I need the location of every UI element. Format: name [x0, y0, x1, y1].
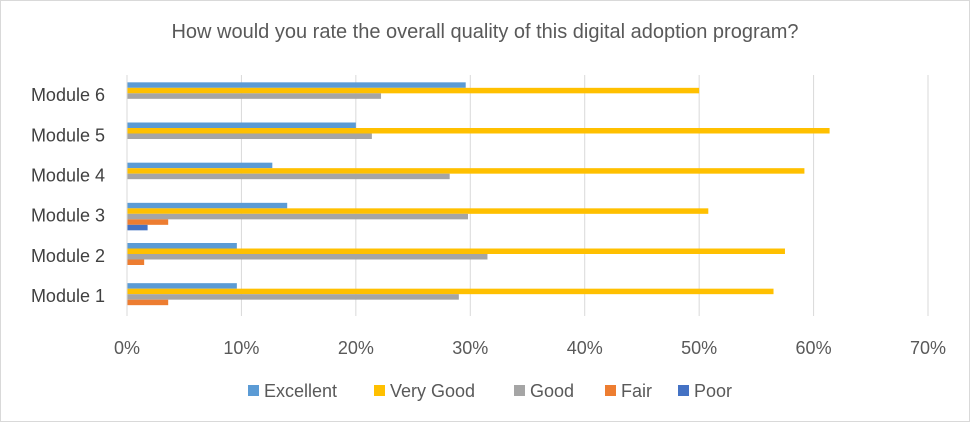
x-tick-label: 0%: [114, 338, 140, 358]
bar-fair: [127, 299, 169, 306]
category-label: Module 5: [31, 125, 105, 145]
x-tick-label: 60%: [796, 338, 832, 358]
legend-label: Poor: [694, 381, 732, 401]
legend-label: Good: [530, 381, 574, 401]
category-label: Module 2: [31, 246, 105, 266]
legend-swatch: [374, 385, 385, 396]
bar-very-good: [127, 248, 785, 254]
legend-swatch: [514, 385, 525, 396]
category-label: Module 1: [31, 286, 105, 306]
legend-label: Very Good: [390, 381, 475, 401]
category-label: Module 4: [31, 165, 105, 185]
bar-very-good: [127, 208, 709, 214]
category-label: Module 3: [31, 206, 105, 226]
bar-good: [127, 173, 450, 180]
bar-fair: [127, 259, 145, 265]
bar-very-good: [127, 87, 700, 94]
bar-very-good: [127, 128, 830, 134]
bar-good: [127, 213, 468, 220]
bar-fair: [127, 219, 169, 225]
x-tick-label: 70%: [910, 338, 946, 358]
bar-excellent: [127, 243, 237, 249]
legend-swatch: [248, 385, 259, 396]
x-tick-label: 40%: [567, 338, 603, 358]
x-tick-label: 50%: [681, 338, 717, 358]
bar-good: [127, 254, 488, 260]
bar-poor: [127, 224, 148, 231]
bar-good: [127, 294, 459, 300]
bar-good: [127, 133, 372, 139]
bar-very-good: [127, 288, 774, 295]
bar-good: [127, 93, 382, 99]
bar-excellent: [127, 283, 237, 289]
category-label: Module 6: [31, 85, 105, 105]
bar-excellent: [127, 162, 273, 169]
bar-very-good: [127, 168, 805, 174]
legend-swatch: [678, 385, 689, 396]
chart-title: How would you rate the overall quality o…: [171, 21, 799, 43]
bar-excellent: [127, 202, 288, 209]
legend-label: Excellent: [264, 381, 337, 401]
legend-swatch: [605, 385, 616, 396]
bar-excellent: [127, 122, 356, 128]
x-tick-label: 30%: [452, 338, 488, 358]
x-tick-label: 10%: [223, 338, 259, 358]
x-tick-label: 20%: [338, 338, 374, 358]
legend-label: Fair: [621, 381, 652, 401]
bar-excellent: [127, 82, 466, 88]
